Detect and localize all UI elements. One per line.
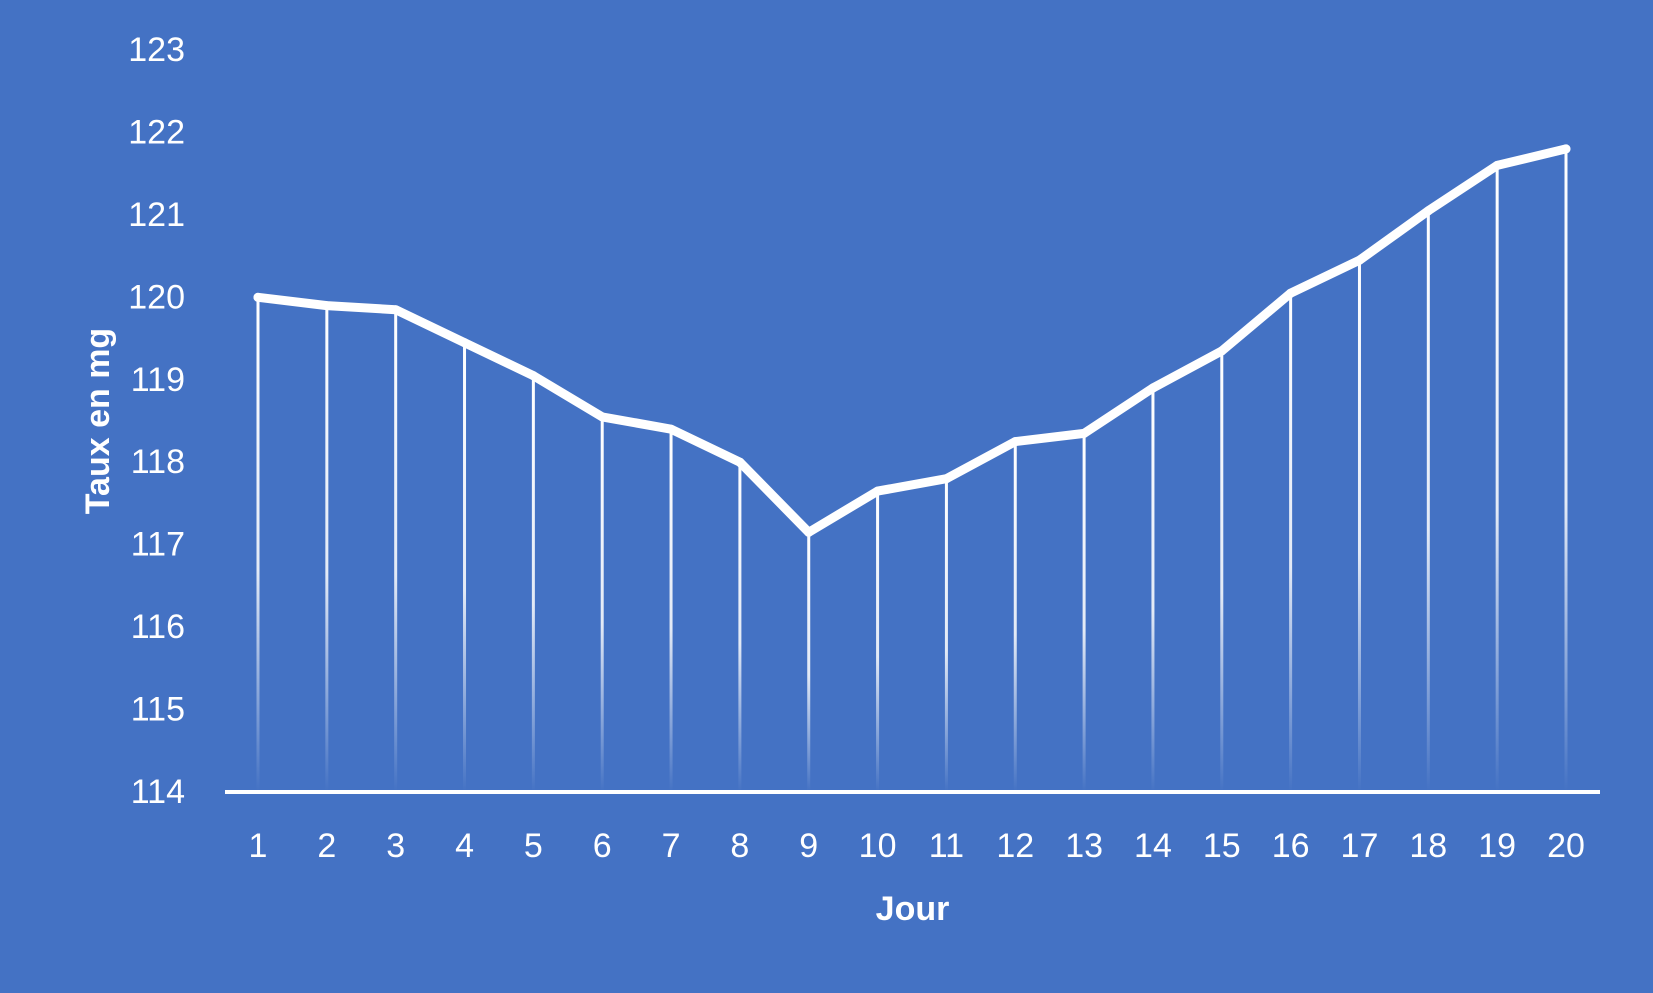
drop-line xyxy=(394,309,398,792)
x-tick-label: 12 xyxy=(996,827,1034,865)
drop-line xyxy=(256,297,260,792)
y-tick-label: 116 xyxy=(131,608,185,646)
x-axis-title: Jour xyxy=(876,890,950,928)
drop-line xyxy=(1151,388,1155,792)
x-tick-label: 18 xyxy=(1409,827,1447,865)
drop-line xyxy=(531,375,535,792)
drop-line xyxy=(1289,293,1293,792)
data-point xyxy=(1079,428,1089,438)
x-tick-label: 16 xyxy=(1272,827,1310,865)
x-tick-label: 1 xyxy=(249,827,268,865)
y-tick-label: 117 xyxy=(131,526,185,564)
x-tick-label: 20 xyxy=(1547,827,1585,865)
data-point xyxy=(941,474,951,484)
data-point xyxy=(253,292,263,302)
data-point xyxy=(528,371,538,381)
x-tick-label: 8 xyxy=(730,827,749,865)
drop-line xyxy=(807,532,811,792)
data-point xyxy=(666,424,676,434)
data-point xyxy=(460,338,470,348)
drop-line xyxy=(1564,148,1568,792)
data-point xyxy=(1561,144,1571,154)
x-tick-label: 13 xyxy=(1065,827,1103,865)
drop-line xyxy=(463,342,467,792)
y-axis-title: Taux en mg xyxy=(79,328,117,514)
y-tick-label: 119 xyxy=(131,361,185,399)
x-tick-label: 7 xyxy=(662,827,681,865)
data-point xyxy=(1217,346,1227,356)
x-tick-label: 14 xyxy=(1134,827,1172,865)
data-point xyxy=(873,486,883,496)
drop-line xyxy=(738,462,742,792)
drop-line xyxy=(1013,441,1017,792)
y-tick-label: 118 xyxy=(131,443,185,481)
x-tick-label: 9 xyxy=(799,827,818,865)
data-point xyxy=(1286,288,1296,298)
data-point xyxy=(1010,437,1020,447)
drop-line xyxy=(600,416,604,792)
drop-line xyxy=(944,478,948,792)
data-point xyxy=(1423,206,1433,216)
y-tick-label: 122 xyxy=(128,113,185,151)
x-axis-tick-labels: 1 2 3 4 5 6 7 8 9 10 11 12 13 14 15 16 17 18 19 20 xyxy=(249,827,1585,865)
y-tick-label: 123 xyxy=(128,31,185,69)
data-point xyxy=(1354,255,1364,265)
series-line xyxy=(253,144,1571,537)
data-point xyxy=(322,301,332,311)
y-axis-tick-labels: 114 115 116 117 118 119 120 121 122 123 xyxy=(128,31,185,811)
y-tick-label: 120 xyxy=(128,278,185,316)
x-tick-label: 6 xyxy=(593,827,612,865)
x-tick-label: 4 xyxy=(455,827,474,865)
drop-line xyxy=(1357,260,1361,792)
drop-line xyxy=(1495,165,1499,792)
x-tick-label: 2 xyxy=(317,827,336,865)
y-tick-label: 114 xyxy=(131,773,185,811)
drop-line xyxy=(325,305,329,792)
drop-line xyxy=(1426,210,1430,792)
drop-line xyxy=(1082,433,1086,792)
series-points xyxy=(253,144,1571,537)
x-tick-label: 11 xyxy=(929,827,964,865)
x-tick-label: 5 xyxy=(524,827,543,865)
y-tick-label: 121 xyxy=(128,196,185,234)
x-tick-label: 10 xyxy=(859,827,897,865)
data-point xyxy=(804,527,814,537)
x-tick-label: 19 xyxy=(1478,827,1516,865)
drop-line xyxy=(669,429,673,792)
data-point xyxy=(735,457,745,467)
y-tick-label: 115 xyxy=(131,691,185,729)
data-point xyxy=(391,305,401,315)
x-tick-label: 15 xyxy=(1203,827,1241,865)
data-point xyxy=(1148,383,1158,393)
drop-line xyxy=(876,491,880,792)
drop-lines xyxy=(256,148,1568,792)
x-tick-label: 17 xyxy=(1341,827,1379,865)
drop-line xyxy=(1220,350,1224,792)
x-tick-label: 3 xyxy=(386,827,405,865)
data-point xyxy=(1492,160,1502,170)
data-point xyxy=(597,412,607,422)
